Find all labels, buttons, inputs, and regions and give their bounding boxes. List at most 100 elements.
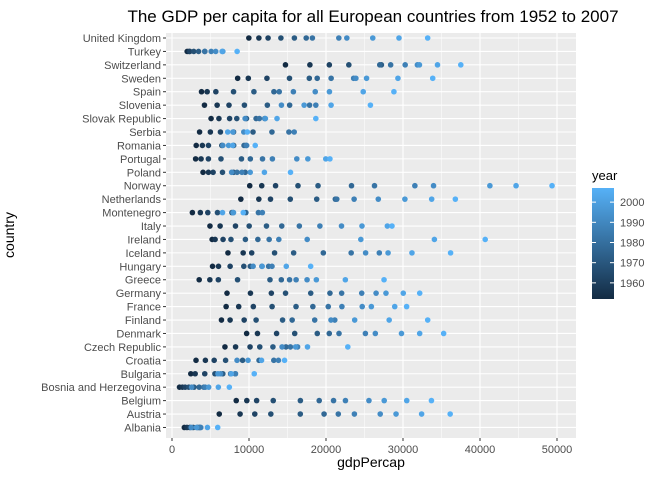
- data-point: [273, 330, 280, 337]
- data-point: [316, 397, 323, 404]
- data-point: [328, 75, 334, 82]
- data-point: [358, 290, 365, 296]
- data-point: [212, 236, 218, 243]
- data-point: [219, 169, 226, 176]
- data-point: [248, 250, 255, 256]
- country-label: Italy: [141, 221, 162, 233]
- data-point: [424, 317, 431, 323]
- data-point: [259, 263, 265, 270]
- data-point: [218, 156, 224, 162]
- data-point: [226, 115, 233, 122]
- data-point: [327, 156, 333, 162]
- data-point: [234, 357, 240, 364]
- data-point: [242, 236, 249, 243]
- data-point: [199, 142, 206, 149]
- data-point: [239, 357, 246, 364]
- data-point: [311, 317, 318, 323]
- data-point: [247, 156, 254, 162]
- data-point: [310, 303, 316, 310]
- data-point: [482, 236, 489, 243]
- data-point: [291, 35, 298, 41]
- data-point: [513, 182, 519, 189]
- data-point: [342, 397, 349, 404]
- data-point: [376, 250, 383, 256]
- x-tick-label: 30000: [388, 444, 419, 456]
- data-point: [359, 223, 365, 229]
- data-point: [368, 303, 375, 310]
- data-point: [312, 88, 319, 95]
- legend-title: year: [592, 168, 618, 183]
- data-point: [230, 88, 237, 95]
- data-point: [416, 62, 423, 68]
- data-point: [276, 88, 283, 95]
- data-point: [335, 411, 342, 417]
- data-point: [243, 142, 250, 149]
- x-axis-ticks: 0 10000 20000 30000 40000 50000: [169, 438, 572, 456]
- data-point: [190, 48, 197, 55]
- data-point: [238, 156, 245, 162]
- x-tick-label: 0: [169, 444, 175, 456]
- data-point: [217, 223, 223, 229]
- data-point: [189, 209, 196, 216]
- data-point: [398, 330, 405, 337]
- data-point: [279, 317, 286, 323]
- data-point: [222, 344, 228, 350]
- data-point: [255, 209, 262, 216]
- legend-colorbar: [592, 188, 614, 299]
- data-point: [330, 397, 337, 404]
- country-label: Slovenia: [119, 100, 162, 112]
- data-point: [259, 156, 266, 162]
- country-label: Serbia: [129, 127, 162, 139]
- data-point: [193, 142, 200, 149]
- country-label: Denmark: [116, 328, 161, 340]
- data-point: [428, 196, 435, 202]
- data-point: [336, 35, 342, 41]
- data-point: [237, 411, 243, 417]
- data-point: [315, 182, 321, 189]
- country-label: Germany: [116, 288, 162, 300]
- data-point: [286, 276, 293, 283]
- data-point: [278, 223, 285, 229]
- data-point: [351, 317, 358, 323]
- data-point: [338, 290, 345, 296]
- data-point: [246, 35, 252, 41]
- data-point: [259, 209, 266, 216]
- data-point: [251, 88, 257, 95]
- data-point: [256, 196, 262, 202]
- data-point: [430, 182, 437, 189]
- data-point: [204, 88, 210, 95]
- data-point: [384, 223, 391, 229]
- data-point: [268, 411, 274, 417]
- data-point: [250, 129, 256, 135]
- data-point: [261, 169, 268, 176]
- data-point: [402, 62, 408, 68]
- data-point: [440, 330, 447, 337]
- data-point: [218, 317, 225, 323]
- data-point: [457, 62, 464, 68]
- country-label: Romania: [117, 140, 162, 152]
- data-point: [264, 75, 270, 82]
- data-point: [447, 250, 454, 256]
- data-point: [396, 35, 402, 41]
- data-point: [269, 303, 275, 310]
- data-point: [291, 330, 298, 337]
- data-point: [258, 182, 265, 189]
- data-point: [391, 88, 397, 95]
- data-point: [287, 169, 294, 176]
- data-point: [326, 88, 333, 95]
- data-point: [263, 223, 270, 229]
- data-point: [307, 62, 313, 68]
- data-point: [279, 344, 285, 350]
- data-point: [267, 196, 274, 202]
- data-point: [220, 236, 226, 243]
- data-point: [256, 115, 263, 122]
- data-point: [207, 129, 214, 135]
- data-point: [204, 209, 211, 216]
- data-point: [213, 88, 219, 95]
- data-point: [386, 317, 392, 323]
- data-point: [297, 411, 304, 417]
- data-point: [232, 370, 239, 377]
- data-point: [274, 115, 280, 122]
- data-point: [305, 156, 311, 162]
